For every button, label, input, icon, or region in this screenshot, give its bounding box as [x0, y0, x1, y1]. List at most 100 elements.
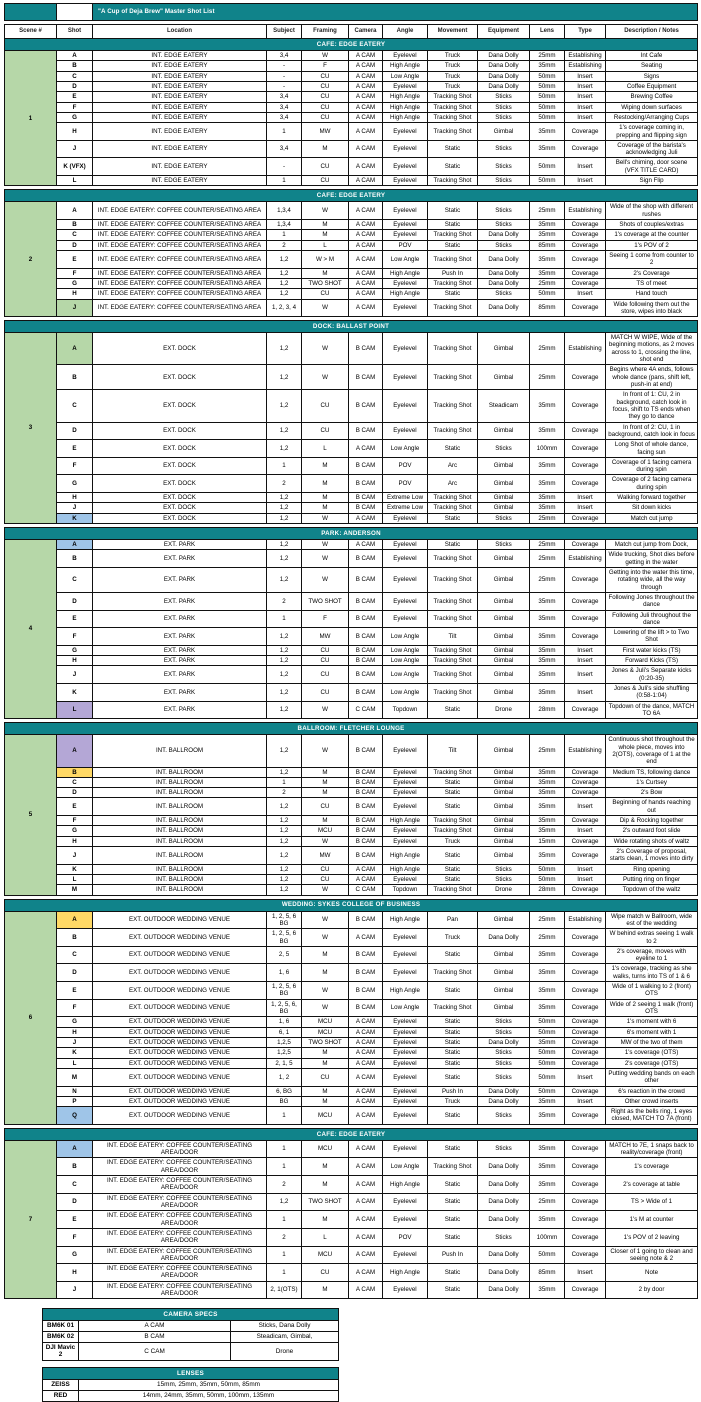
location-cell: INT. EDGE EATERY: COFFEE COUNTER/SEATING… — [92, 267, 267, 279]
angle-cell: High Angle — [382, 91, 428, 103]
framing-cell: M — [301, 1210, 349, 1229]
framing-cell: W — [301, 49, 349, 62]
shot-letter-cell: E — [56, 249, 93, 269]
subject-cell: 3,4 — [266, 101, 302, 113]
framing-cell: MCU — [301, 1016, 349, 1028]
framing-cell: W — [301, 332, 349, 366]
angle-cell: Eyelevel — [382, 825, 428, 837]
type-cell: Coverage — [564, 1026, 606, 1038]
equipment-cell: Sticks — [477, 101, 530, 113]
angle-cell: Eyelevel — [382, 873, 428, 886]
angle-cell: Eyelevel — [382, 298, 428, 318]
subject-cell: 1 — [266, 1245, 302, 1265]
angle-cell: High Angle — [382, 910, 428, 930]
location-cell: INT. BALLROOM — [92, 815, 267, 827]
equipment-cell: Dana Dolly — [477, 1192, 530, 1212]
shot-row: 3 A EXT. DOCK 1,2 W B CAM Eyelevel Tracking Sho… — [4, 332, 699, 524]
lens-cell: 35mm — [529, 139, 565, 159]
shot-row: K (VFX) INT. EDGE EATERY - CU A CAM Eyelevel S… — [5, 157, 699, 177]
type-cell: Coverage — [564, 122, 606, 141]
location-cell: EXT. DOCK — [92, 364, 267, 391]
camera-cell: A CAM — [348, 122, 383, 141]
framing-cell: W — [301, 201, 349, 220]
type-cell: Insert — [564, 1095, 606, 1108]
scene-number-cell: 1 — [4, 49, 57, 187]
section-band: DOCK: BALLAST POINT — [3, 320, 699, 334]
shot-letter-cell: A — [56, 538, 93, 551]
type-cell: Insert — [564, 288, 606, 300]
lens-cell: 35mm — [529, 1210, 565, 1229]
type-cell: Insert — [564, 863, 606, 875]
shot-row: D EXT. DOCK 1,2 CU B CAM Eyelevel Tracking Sho… — [5, 421, 699, 441]
camera-cell: A CAM — [348, 157, 383, 177]
description-cell: Brewing Coffee — [604, 91, 699, 103]
type-cell: Coverage — [564, 421, 606, 441]
type-cell: Coverage — [564, 1245, 606, 1265]
shot-row: J INT. EDGE EATERY: COFFEE COUNTER/SEATIN… — [5, 298, 699, 318]
shot-letter-cell: H — [56, 122, 93, 141]
section-band: BALLROOM: FLETCHER LOUNGE — [3, 722, 699, 736]
camera-cell: A CAM — [348, 70, 383, 82]
framing-cell: M — [301, 1085, 349, 1097]
type-cell: Insert — [564, 111, 606, 124]
lens-cell: 35mm — [529, 421, 565, 441]
type-cell: Coverage — [564, 474, 606, 494]
framing-cell: CU — [301, 175, 349, 187]
description-cell: Putting ring on finger — [604, 873, 699, 886]
framing-cell: W — [301, 734, 349, 768]
movement-cell: Static — [427, 945, 478, 965]
shot-letter-cell: J — [56, 1036, 93, 1049]
location-cell: INT. EDGE EATERY: COFFEE COUNTER/SEATING… — [92, 1245, 267, 1265]
camera-cell: B CAM — [348, 549, 383, 568]
movement-cell: Static — [427, 1192, 478, 1212]
description-cell: 1's coverage at the counter — [604, 229, 699, 241]
framing-cell: M — [301, 766, 349, 778]
framing-cell: W — [301, 512, 349, 525]
type-cell: Establishing — [564, 332, 606, 366]
framing-cell: CU — [301, 70, 349, 82]
camera-cell: B CAM — [348, 981, 383, 1000]
description-cell: Match cut jump from Dock, — [604, 538, 699, 551]
lens-cell: 50mm — [529, 863, 565, 875]
camera-cell: A CAM — [348, 229, 383, 241]
shot-letter-cell: L — [56, 873, 93, 886]
type-cell: Coverage — [564, 766, 606, 778]
shot-letter-cell: H — [56, 1263, 93, 1282]
lens-cell: 50mm — [529, 1026, 565, 1038]
angle-cell: Eyelevel — [382, 1095, 428, 1108]
angle-cell: Eyelevel — [382, 538, 428, 551]
description-cell: 1's coverage, tracking as she walks, tur… — [604, 963, 699, 983]
shot-row: 4 A EXT. PARK 1,2 W A CAM Eyelevel Static Sticks… — [4, 538, 699, 720]
lens-sizes-cell: 14mm, 24mm, 35mm, 50mm, 100mm, 135mm — [77, 1389, 340, 1402]
lens-cell: 25mm — [529, 538, 565, 551]
camera-cell: A CAM — [348, 298, 383, 318]
framing-cell: TWO SHOT — [301, 1036, 349, 1049]
camera-cell: A CAM — [348, 1085, 383, 1097]
column-header-description-notes: Description / Notes — [604, 24, 699, 39]
section-band-label: WEDDING: SYKES COLLEGE OF BUSINESS — [3, 898, 699, 912]
equipment-cell: Gimbal — [477, 627, 530, 646]
framing-cell: CU — [301, 665, 349, 684]
section-band-label: CAFE: EDGE EATERY — [3, 38, 699, 51]
camera-cell: A CAM — [348, 175, 383, 187]
location-cell: EXT. OUTDOOR WEDDING VENUE — [92, 1085, 267, 1097]
subject-cell: 1,3,4 — [266, 201, 302, 220]
location-cell: INT. BALLROOM — [92, 734, 267, 768]
camera-cell: A CAM — [348, 60, 383, 72]
type-cell: Coverage — [564, 963, 606, 983]
shot-list-table: "A Cup of Deja Brew" Master Shot List Sc… — [3, 3, 699, 1300]
section-band-label: DOCK: BALLAST POINT — [3, 320, 699, 334]
camera-cell: A CAM — [348, 49, 383, 62]
movement-cell: Tracking Shot — [427, 766, 478, 778]
framing-cell: W — [301, 298, 349, 318]
angle-cell: Extreme Low — [382, 502, 428, 514]
location-cell: INT. BALLROOM — [92, 884, 267, 896]
movement-cell: Static — [427, 538, 478, 551]
location-cell: EXT. DOCK — [92, 474, 267, 494]
type-cell: Coverage — [564, 981, 606, 1000]
shot-letter-cell: E — [56, 439, 93, 458]
movement-cell: Static — [427, 1106, 478, 1125]
shot-letter-cell: G — [56, 111, 93, 124]
camera-cell: B CAM — [348, 591, 383, 611]
